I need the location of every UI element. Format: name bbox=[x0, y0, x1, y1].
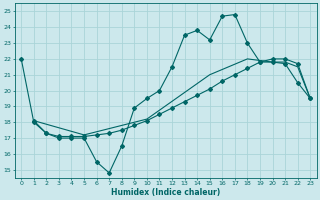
X-axis label: Humidex (Indice chaleur): Humidex (Indice chaleur) bbox=[111, 188, 220, 197]
